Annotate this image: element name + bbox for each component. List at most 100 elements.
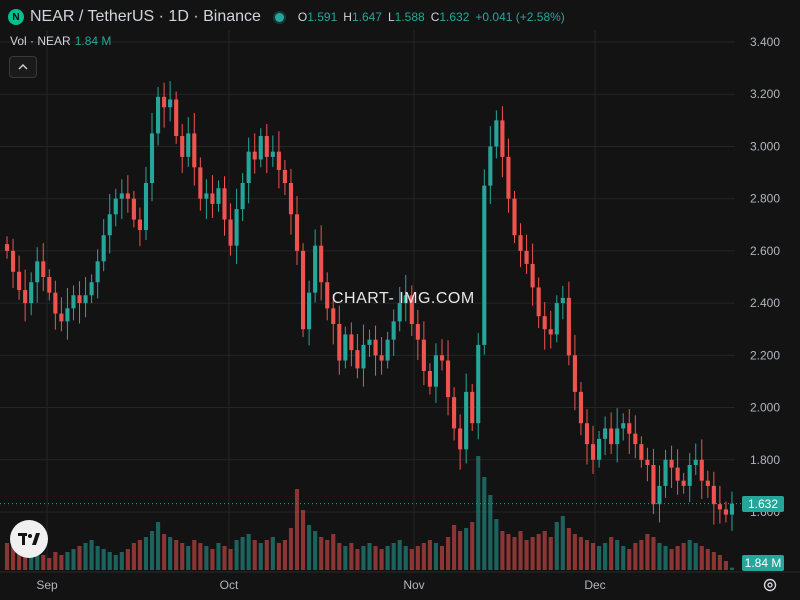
collapse-legend-button[interactable] xyxy=(9,56,37,78)
candle-body xyxy=(65,308,70,322)
volume-bar xyxy=(699,546,704,570)
volume-bar xyxy=(578,537,584,570)
candle-body xyxy=(427,371,432,387)
volume-bar xyxy=(476,456,481,570)
volume-bar xyxy=(597,546,602,570)
volume-bar xyxy=(518,531,523,570)
candle-body xyxy=(300,250,306,330)
volume-bar xyxy=(95,546,100,570)
volume-bar xyxy=(717,555,722,570)
candle-body xyxy=(729,503,735,515)
candle-body xyxy=(186,133,191,157)
volume-bar xyxy=(155,522,161,570)
candle-body xyxy=(536,287,541,317)
volume-bar xyxy=(71,549,76,570)
volume-value: 1.84 M xyxy=(74,34,112,48)
volume-bar xyxy=(35,552,40,570)
candle-body xyxy=(294,214,300,251)
volume-bar xyxy=(264,540,269,570)
volume-bar xyxy=(349,543,354,570)
candle-body xyxy=(415,324,420,340)
y-tick-label: 2.200 xyxy=(750,348,780,362)
volume-bar xyxy=(615,540,620,570)
volume-bar xyxy=(300,510,306,570)
volume-bar xyxy=(313,531,318,570)
candle-body xyxy=(264,136,269,157)
volume-bar xyxy=(131,543,136,570)
y-tick-label: 3.400 xyxy=(750,35,780,49)
candle-body xyxy=(307,292,312,330)
candle-body xyxy=(699,459,704,481)
volume-bar xyxy=(331,534,336,570)
volume-bar xyxy=(494,519,499,570)
candle-body xyxy=(403,295,408,304)
volume-bar xyxy=(439,546,445,570)
candle-body xyxy=(35,261,40,283)
volume-bar xyxy=(319,537,324,570)
close-label: C xyxy=(430,10,440,24)
volume-bar xyxy=(548,537,553,570)
volume-bar xyxy=(663,546,668,570)
candle-body xyxy=(597,438,602,460)
y-tick-label: 2.400 xyxy=(750,296,780,310)
candle-body xyxy=(633,433,638,445)
volume-bar xyxy=(337,543,342,570)
volume-bar xyxy=(288,528,294,570)
candle-body xyxy=(313,245,318,293)
volume-bar xyxy=(452,525,457,570)
volume-bar xyxy=(729,567,735,570)
volume-bar xyxy=(174,540,179,570)
volume-bar xyxy=(482,477,487,570)
volume-bar xyxy=(627,549,632,570)
candle-body xyxy=(41,261,46,277)
near-logo-icon: N xyxy=(8,9,24,25)
volume-bar xyxy=(325,540,330,570)
candle-body xyxy=(204,193,209,199)
low-label: L xyxy=(387,10,395,24)
volume-bar xyxy=(228,549,233,570)
candle-body xyxy=(361,344,366,369)
gear-icon[interactable] xyxy=(762,577,778,593)
candle-body xyxy=(325,282,330,309)
candle-body xyxy=(95,261,100,283)
open-value: 1.591 xyxy=(307,10,338,24)
candle-body xyxy=(615,428,620,445)
candle-body xyxy=(445,360,451,398)
volume-bar xyxy=(385,546,390,570)
volume-bar xyxy=(560,516,565,570)
candle-body xyxy=(337,324,342,361)
volume-bar xyxy=(705,549,710,570)
y-tick-label: 2.800 xyxy=(750,192,780,206)
volume-bar xyxy=(143,537,149,570)
volume-bar xyxy=(639,540,644,570)
open-label: O xyxy=(297,10,308,24)
candle-body xyxy=(355,350,360,369)
candle-body xyxy=(542,316,547,330)
volume-bar xyxy=(41,555,46,570)
candle-body xyxy=(319,245,324,283)
candle-body xyxy=(276,151,281,170)
candle-body xyxy=(125,193,130,199)
candle-body xyxy=(584,423,590,445)
candle-body xyxy=(590,444,596,460)
symbol-title[interactable]: NEAR / TetherUS · 1D · Binance xyxy=(30,8,261,25)
candle-body xyxy=(11,250,16,272)
x-tick-label: Nov xyxy=(403,578,424,592)
volume-tag: 1.84 M xyxy=(742,555,784,571)
candle-body xyxy=(23,290,28,304)
candle-body xyxy=(675,467,680,481)
volume-bar xyxy=(669,549,674,570)
candle-body xyxy=(252,151,257,160)
volume-bar xyxy=(23,552,28,570)
candle-body xyxy=(409,295,414,324)
candle-body xyxy=(234,209,239,246)
candle-body xyxy=(149,133,155,183)
volume-bar xyxy=(693,543,698,570)
candle-body xyxy=(458,428,463,450)
tradingview-logo-icon[interactable] xyxy=(10,520,48,558)
volume-bar xyxy=(711,552,716,570)
candle-body xyxy=(168,99,173,108)
volume-bar xyxy=(222,546,227,570)
volume-bar xyxy=(403,546,408,570)
